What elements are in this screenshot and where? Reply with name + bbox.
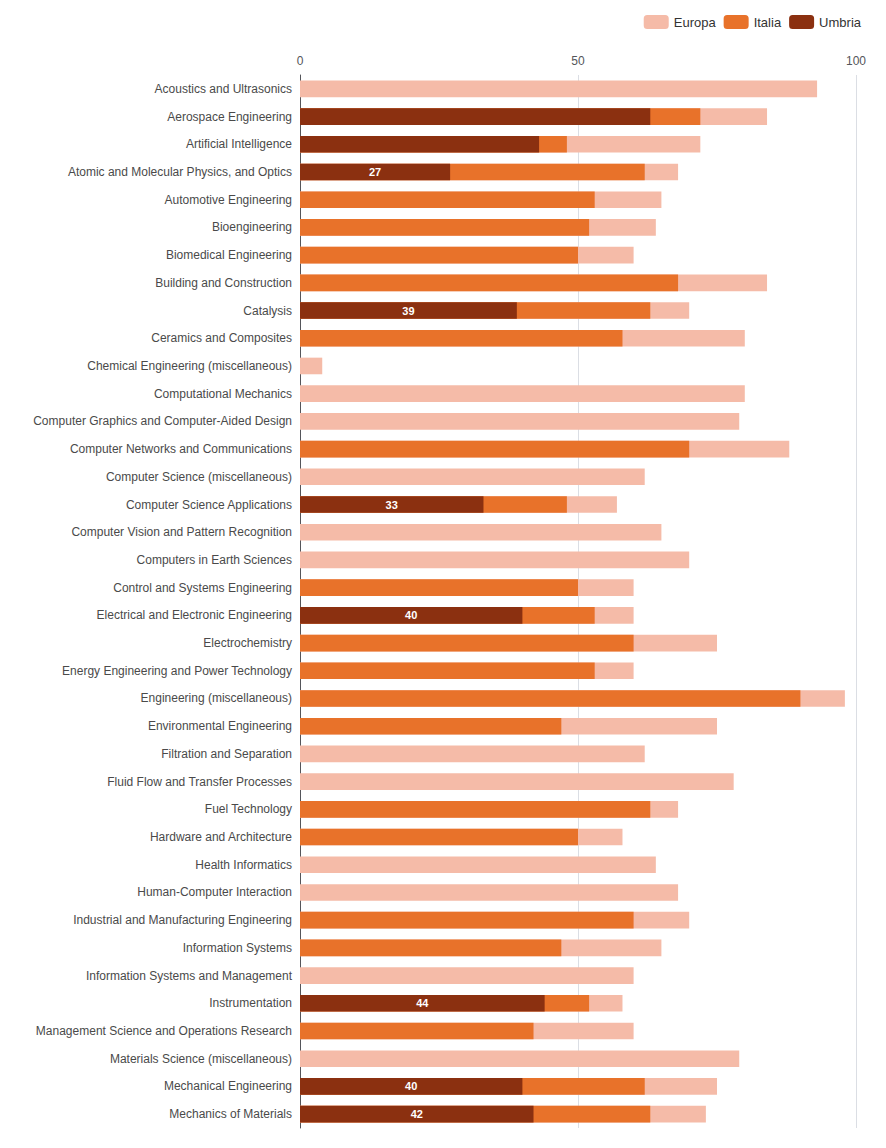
svg-text:Computers in Earth Sciences: Computers in Earth Sciences [137, 553, 292, 567]
svg-text:Building and Construction: Building and Construction [155, 276, 292, 290]
svg-text:100: 100 [846, 54, 866, 68]
svg-text:Computer Vision and Pattern Re: Computer Vision and Pattern Recognition [71, 525, 292, 539]
svg-text:Information Systems and Manage: Information Systems and Management [86, 969, 293, 983]
svg-text:Bioengineering: Bioengineering [212, 220, 292, 234]
svg-text:Engineering (miscellaneous): Engineering (miscellaneous) [141, 691, 292, 705]
svg-text:Fuel Technology: Fuel Technology [205, 802, 292, 816]
svg-text:0: 0 [297, 54, 304, 68]
svg-text:Artificial Intelligence: Artificial Intelligence [186, 137, 292, 151]
svg-text:Chemical Engineering (miscella: Chemical Engineering (miscellaneous) [87, 359, 292, 373]
svg-text:Electrochemistry: Electrochemistry [203, 636, 292, 650]
svg-text:50: 50 [571, 54, 585, 68]
svg-text:Computer Science Applications: Computer Science Applications [126, 498, 292, 512]
svg-text:Environmental Engineering: Environmental Engineering [148, 719, 292, 733]
svg-text:Energy Engineering and Power T: Energy Engineering and Power Technology [62, 664, 292, 678]
svg-text:Computational Mechanics: Computational Mechanics [154, 387, 292, 401]
svg-text:Mechanics of Materials: Mechanics of Materials [169, 1107, 292, 1121]
svg-text:40: 40 [405, 1080, 417, 1092]
svg-text:Atomic and Molecular Physics,: Atomic and Molecular Physics, and Optics [68, 165, 292, 179]
svg-text:Materials Science (miscellaneo: Materials Science (miscellaneous) [110, 1052, 292, 1066]
svg-text:Fluid Flow and Transfer Proces: Fluid Flow and Transfer Processes [107, 775, 292, 789]
svg-text:Electrical and Electronic Engi: Electrical and Electronic Engineering [97, 608, 292, 622]
svg-text:40: 40 [405, 609, 417, 621]
svg-text:Catalysis: Catalysis [243, 304, 292, 318]
svg-text:27: 27 [369, 166, 381, 178]
svg-text:Aerospace Engineering: Aerospace Engineering [167, 110, 292, 124]
svg-text:42: 42 [411, 1108, 423, 1120]
svg-text:Hardware and Architecture: Hardware and Architecture [150, 830, 292, 844]
svg-text:Italia: Italia [754, 15, 782, 30]
svg-text:Umbria: Umbria [819, 15, 862, 30]
svg-text:Mechanical Engineering: Mechanical Engineering [164, 1079, 292, 1093]
svg-text:Biomedical Engineering: Biomedical Engineering [166, 248, 292, 262]
svg-text:Computer Science (miscellaneou: Computer Science (miscellaneous) [106, 470, 292, 484]
svg-text:Control and Systems Engineerin: Control and Systems Engineering [113, 581, 292, 595]
svg-text:Information Systems: Information Systems [183, 941, 292, 955]
svg-text:44: 44 [416, 997, 429, 1009]
svg-text:Computer Networks and Communic: Computer Networks and Communications [70, 442, 292, 456]
svg-text:Health Informatics: Health Informatics [195, 858, 292, 872]
svg-text:Industrial and Manufacturing E: Industrial and Manufacturing Engineering [73, 913, 292, 927]
svg-text:Management Science and Operati: Management Science and Operations Resear… [36, 1024, 292, 1038]
svg-text:Filtration and Separation: Filtration and Separation [161, 747, 292, 761]
svg-text:33: 33 [386, 499, 398, 511]
svg-text:Computer Graphics and Computer: Computer Graphics and Computer-Aided Des… [33, 414, 292, 428]
svg-text:Automotive Engineering: Automotive Engineering [165, 193, 292, 207]
svg-text:Human-Computer Interaction: Human-Computer Interaction [137, 885, 292, 899]
svg-text:Instrumentation: Instrumentation [209, 996, 292, 1010]
svg-text:Ceramics and Composites: Ceramics and Composites [151, 331, 292, 345]
svg-text:39: 39 [402, 305, 414, 317]
svg-text:Europa: Europa [674, 15, 717, 30]
svg-text:Acoustics and Ultrasonics: Acoustics and Ultrasonics [155, 82, 292, 96]
